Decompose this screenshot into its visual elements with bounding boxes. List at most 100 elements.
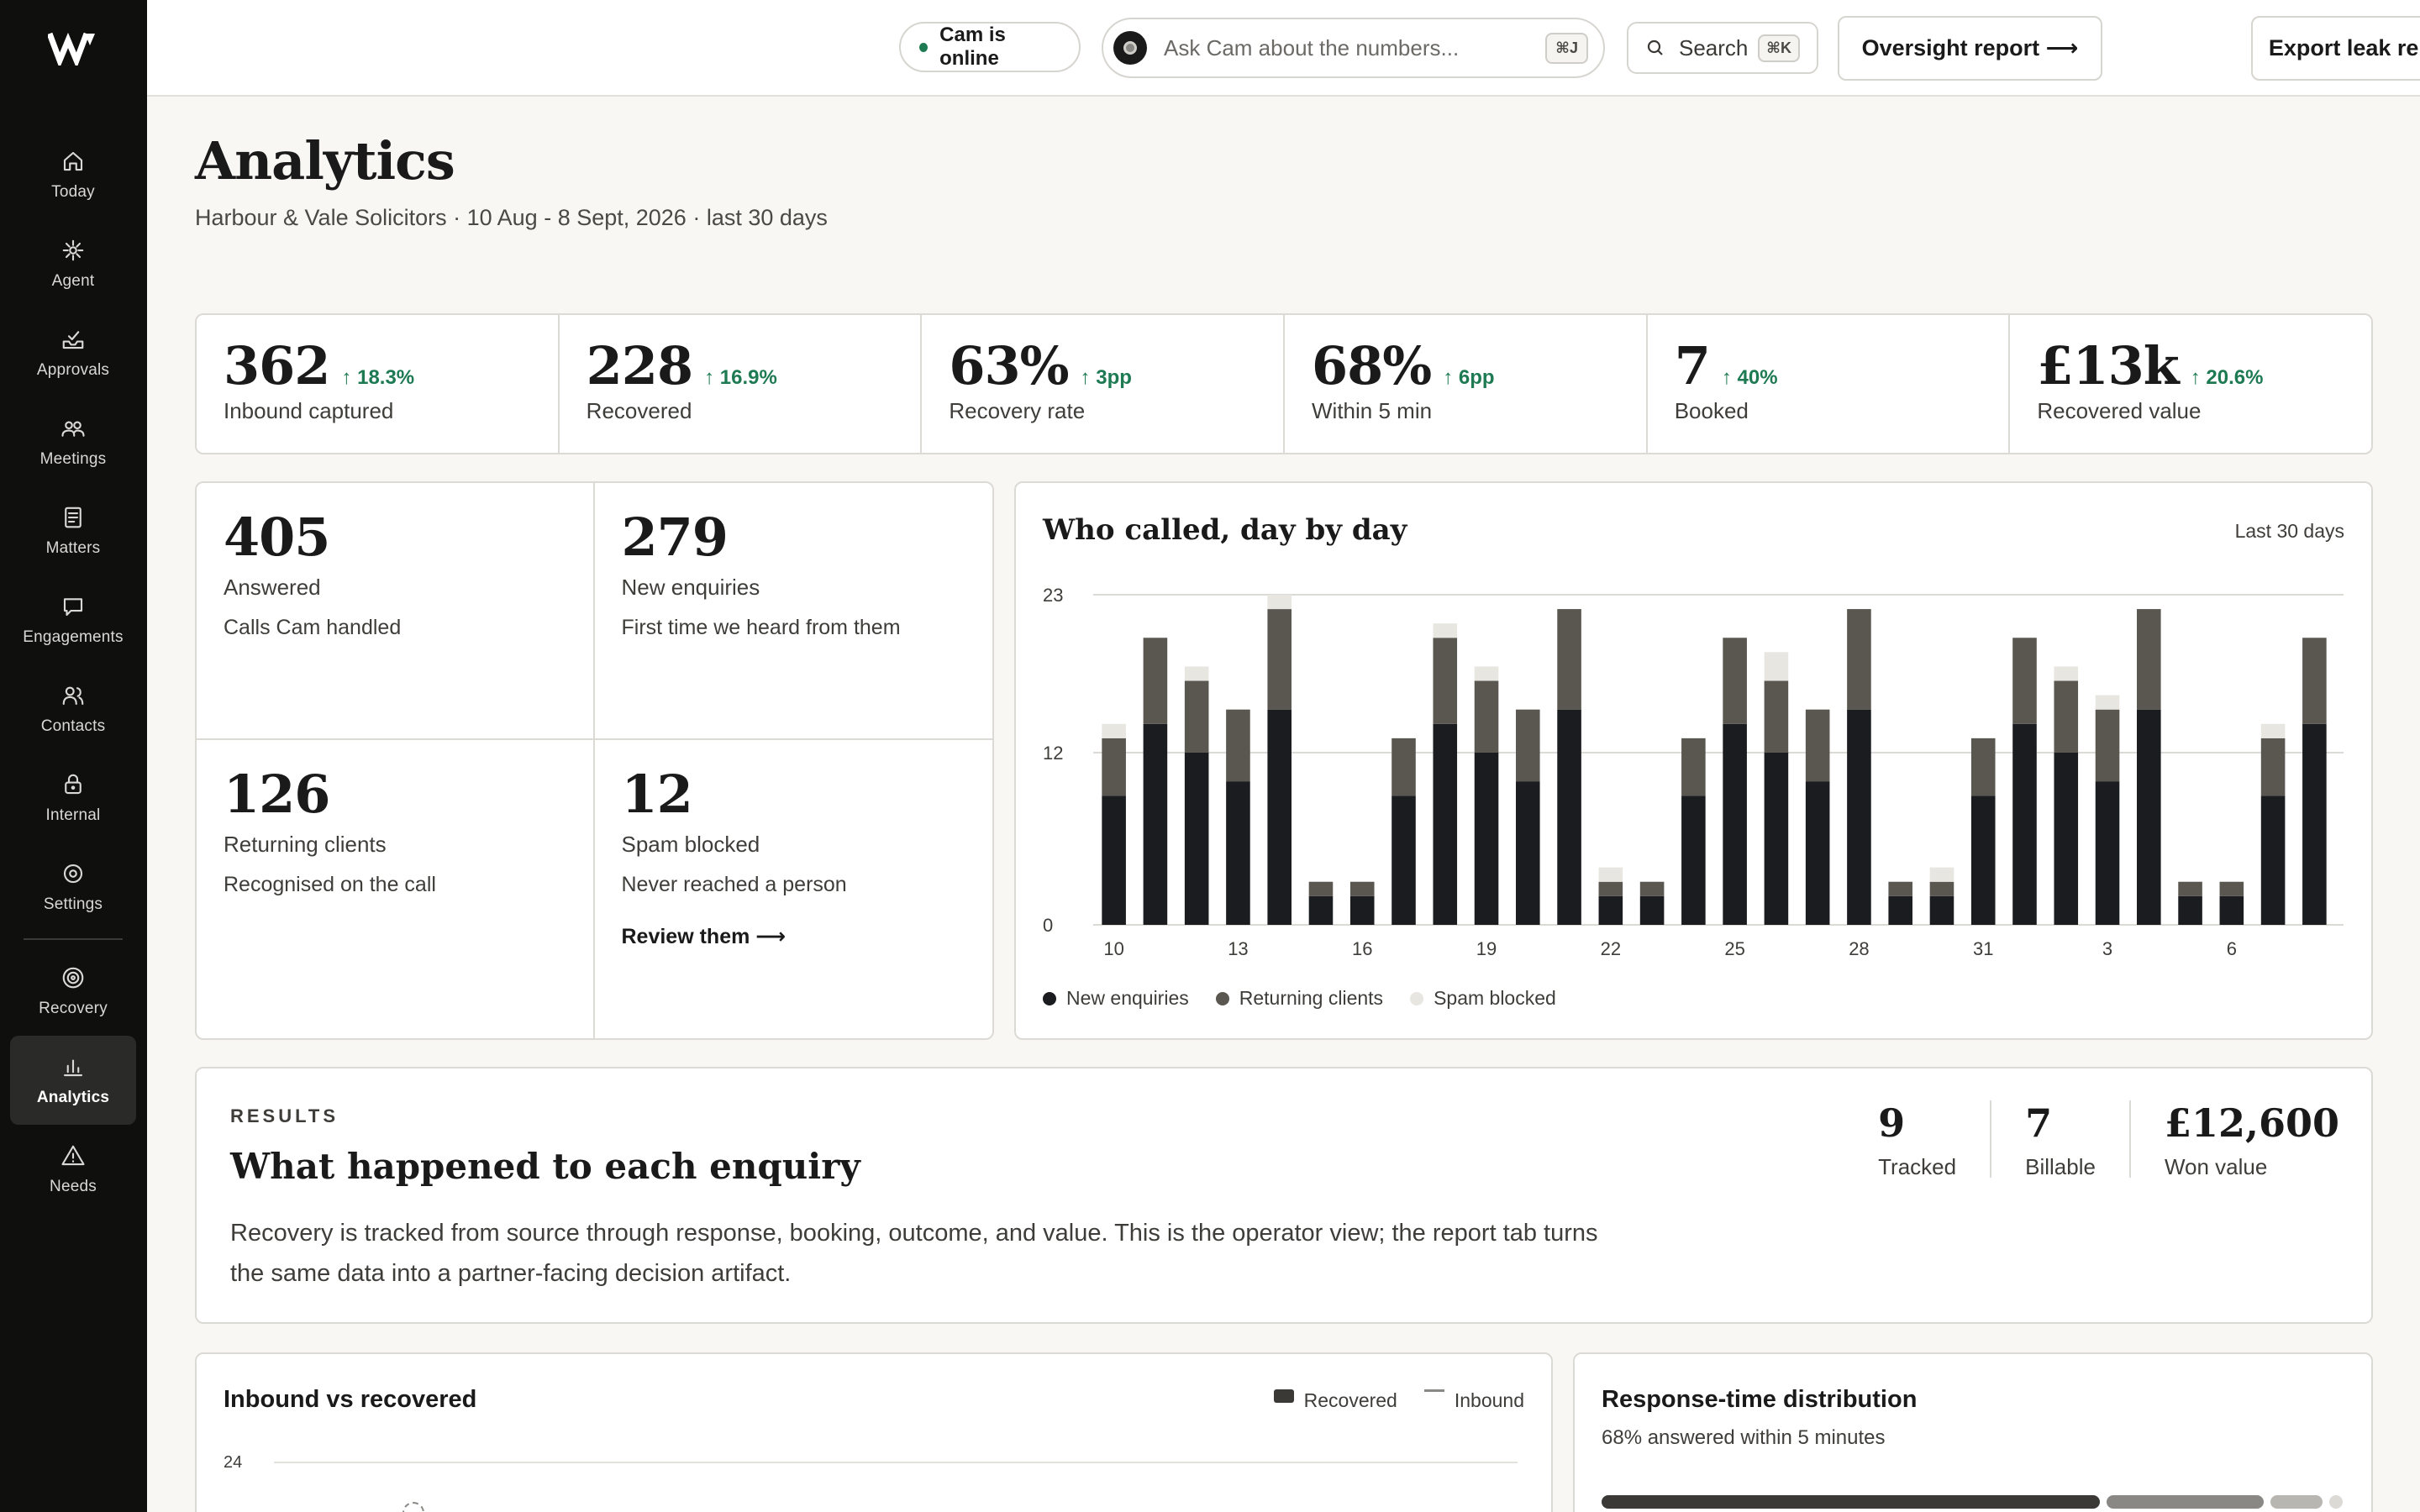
sidebar-item-meetings[interactable]: Meetings: [10, 397, 136, 486]
sidebar-item-label: Settings: [43, 895, 103, 913]
logo-icon[interactable]: [48, 29, 98, 66]
bar-segment: [2260, 795, 2286, 925]
legend-label: New enquiries: [1066, 987, 1189, 1009]
sidebar-item-today[interactable]: Today: [10, 130, 136, 219]
bar-segment: [1433, 623, 1458, 638]
metric-value: £12,600: [2164, 1100, 2339, 1146]
bar-segment: [2095, 695, 2120, 710]
bar-segment: [1970, 738, 1996, 796]
x-tick-label: 10: [1103, 938, 1123, 959]
x-tick-label: 31: [1973, 938, 1993, 959]
who-called-chart-card: Who called, day by day Last 30 days 0 12 2…: [1014, 481, 2373, 1040]
bar-segment: [1267, 609, 1292, 710]
bar-segment: [1805, 781, 1830, 925]
x-tick-label: 3: [2102, 938, 2112, 959]
legend-label: Inbound: [1454, 1389, 1524, 1411]
bar-segment: [1764, 652, 1789, 681]
stat-description: Never reached a person: [621, 873, 847, 896]
sidebar-item-needs[interactable]: Needs: [10, 1125, 136, 1214]
x-tick-label: 28: [1849, 938, 1869, 959]
sidebar-item-settings[interactable]: Settings: [10, 843, 136, 932]
kpi-within-5-min: 68% ↑ 6pp Within 5 min: [1285, 315, 1648, 453]
search-button[interactable]: Search ⌘K: [1627, 22, 1818, 74]
bar-segment: [2219, 881, 2244, 896]
stat-value: 405: [224, 507, 330, 568]
sidebar-item-recovery[interactable]: Recovery: [10, 947, 136, 1036]
sidebar-item-internal[interactable]: Internal: [10, 753, 136, 843]
bar-segment: [2012, 723, 2037, 925]
inbox-icon: [60, 326, 87, 353]
sidebar-item-label: Analytics: [36, 1089, 110, 1106]
sidebar-divider: [24, 938, 123, 940]
kpi-label: Recovered: [586, 398, 692, 423]
online-status-dot: [919, 42, 929, 52]
metric-billable: 7 Billable: [1990, 1100, 2129, 1179]
y-tick-label: 0: [1043, 915, 1053, 936]
bar-segment: [1392, 795, 1416, 925]
bar-segment: [2054, 752, 2079, 925]
bar-segment: [1764, 680, 1789, 753]
kpi-recovered: 228 ↑ 16.9% Recovered: [560, 315, 923, 453]
metric-tracked: 9 Tracked: [1844, 1100, 1990, 1179]
review-spam-link[interactable]: Review them ⟶: [621, 925, 786, 948]
bar-segment: [1681, 738, 1706, 796]
topbar: Cam is online Ask Cam about the numbers.…: [147, 0, 2420, 97]
sidebar-item-analytics[interactable]: Analytics: [10, 1036, 136, 1125]
bar-segment: [1184, 680, 1209, 753]
x-tick-label: 25: [1724, 938, 1744, 959]
y-tick-label: 12: [1043, 743, 1063, 764]
cam-avatar: [1113, 31, 1147, 65]
call-stats-grid: 405 Answered Calls Cam handled 279 New e…: [195, 481, 994, 1040]
x-tick-label: 22: [1601, 938, 1621, 959]
data-point-marker[interactable]: [402, 1502, 424, 1512]
bar-segment: [2260, 738, 2286, 796]
gridline: [274, 1462, 1518, 1463]
people-icon: [60, 415, 87, 442]
target-icon: [60, 964, 87, 991]
bar-segment: [1102, 723, 1126, 738]
bar-segment: [1847, 609, 1871, 710]
kpi-delta: ↑ 18.3%: [341, 366, 415, 389]
page-subtitle: Harbour & Vale Solicitors · 10 Aug - 8 S…: [195, 205, 828, 230]
ask-cam-input[interactable]: Ask Cam about the numbers... ⌘J: [1102, 18, 1605, 78]
sidebar-item-engagements[interactable]: Engagements: [10, 575, 136, 664]
sidebar-item-label: Approvals: [36, 361, 110, 379]
sidebar-item-matters[interactable]: Matters: [10, 486, 136, 575]
sidebar-item-approvals[interactable]: Approvals: [10, 308, 136, 397]
kpi-label: Booked: [1674, 398, 1749, 423]
export-leak-report-button[interactable]: Export leak report ⟶: [2251, 16, 2420, 81]
bar-segment: [1516, 709, 1540, 782]
bar-segment: [1516, 781, 1540, 925]
kpi-label: Recovered value: [2037, 398, 2202, 423]
agent-status-text: Cam is online: [939, 24, 1006, 70]
results-title: What happened to each enquiry: [230, 1146, 860, 1187]
kpi-value: £13k: [2037, 335, 2179, 396]
kpi-value: 63%: [949, 335, 1069, 396]
sidebar-item-label: Needs: [50, 1178, 97, 1195]
sidebar-item-agent[interactable]: Agent: [10, 219, 136, 308]
x-tick-label: 16: [1352, 938, 1372, 959]
legend-returning-clients: Returning clients: [1215, 987, 1383, 1010]
bar-segment: [1847, 709, 1871, 925]
home-icon: [60, 148, 87, 175]
chart-legend: New enquiries Returning clients Spam blo…: [1043, 987, 1583, 1010]
metric-label: Tracked: [1878, 1154, 1957, 1179]
bar-segment: [1639, 895, 1665, 925]
legend-line: [1423, 1389, 1444, 1392]
stat-description: Recognised on the call: [224, 873, 436, 896]
bar-segment: [1557, 709, 1581, 925]
chart-title: Who called, day by day: [1043, 513, 1407, 547]
sidebar-item-label: Today: [51, 183, 95, 201]
bar-segment: [2178, 881, 2202, 896]
stat-label: New enquiries: [621, 575, 760, 600]
metric-label: Billable: [2025, 1154, 2096, 1179]
oversight-report-button[interactable]: Oversight report ⟶: [1838, 16, 2102, 81]
stat-value: 12: [621, 764, 693, 825]
agent-status-pill[interactable]: Cam is online: [899, 22, 1081, 72]
bar-segment: [1474, 666, 1499, 681]
sidebar-item-contacts[interactable]: Contacts: [10, 664, 136, 753]
bar-segment: [1102, 795, 1126, 925]
stat-description: First time we heard from them: [621, 616, 901, 639]
bar-segment: [2260, 723, 2286, 738]
card-title: Response-time distribution: [1602, 1386, 1918, 1413]
